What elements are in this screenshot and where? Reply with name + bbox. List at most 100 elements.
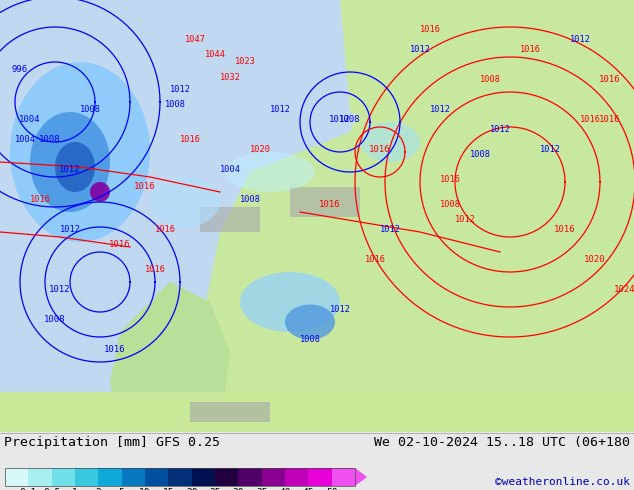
Text: 1016: 1016	[365, 255, 385, 264]
Text: 35: 35	[256, 488, 268, 490]
Bar	[5, 468, 29, 486]
Text: 1016: 1016	[109, 240, 131, 249]
Text: 1016: 1016	[145, 265, 165, 274]
Text: 1012: 1012	[329, 115, 351, 124]
Bar	[332, 468, 355, 486]
Polygon shape	[340, 0, 420, 132]
Text: 1004: 1004	[15, 135, 36, 144]
Text: 1008: 1008	[164, 100, 186, 109]
Bar	[191, 468, 215, 486]
Bar	[169, 468, 191, 486]
Ellipse shape	[360, 122, 420, 162]
Text: 5: 5	[119, 488, 124, 490]
Ellipse shape	[285, 304, 335, 340]
Text: 1016: 1016	[554, 225, 576, 234]
Text: 15: 15	[162, 488, 174, 490]
Bar	[29, 468, 51, 486]
Bar	[145, 468, 169, 486]
Bar	[51, 468, 75, 486]
Ellipse shape	[225, 152, 315, 192]
Bar	[262, 468, 285, 486]
Text: 1012: 1012	[540, 145, 560, 154]
Text: 1: 1	[72, 488, 78, 490]
Text: 1012: 1012	[269, 105, 290, 114]
Bar	[308, 468, 332, 486]
Text: 1016: 1016	[599, 75, 621, 84]
Bar	[122, 468, 145, 486]
Text: 1016: 1016	[320, 200, 340, 209]
Text: 1016: 1016	[30, 195, 51, 204]
Text: 1012: 1012	[489, 125, 510, 134]
Bar	[238, 468, 262, 486]
Text: 1023: 1023	[235, 57, 256, 66]
Text: 1016: 1016	[369, 145, 391, 154]
Text: 1008: 1008	[44, 315, 66, 324]
Text: 1008: 1008	[39, 135, 61, 144]
Text: 1012: 1012	[380, 225, 401, 234]
Text: 1008: 1008	[479, 75, 500, 84]
Text: 1020: 1020	[250, 145, 271, 154]
Polygon shape	[110, 282, 230, 432]
Text: 1016: 1016	[420, 25, 441, 34]
Text: 1024: 1024	[614, 285, 634, 294]
Text: 50: 50	[326, 488, 337, 490]
Text: 25: 25	[209, 488, 221, 490]
Text: 1008: 1008	[470, 150, 491, 159]
Text: 40: 40	[279, 488, 291, 490]
Text: 1047: 1047	[184, 35, 205, 44]
Text: 1016: 1016	[104, 345, 126, 354]
Text: 1008: 1008	[240, 195, 261, 204]
Text: 1004: 1004	[19, 115, 41, 124]
Text: 1012: 1012	[455, 215, 476, 224]
Bar	[190, 402, 270, 422]
Ellipse shape	[10, 62, 150, 242]
Text: 1012: 1012	[169, 85, 190, 94]
Bar	[215, 468, 238, 486]
Bar	[98, 468, 122, 486]
Text: 1012: 1012	[59, 165, 81, 174]
Text: 1008: 1008	[79, 105, 101, 114]
Ellipse shape	[90, 182, 110, 202]
Text: 1020: 1020	[585, 255, 605, 264]
Text: ©weatheronline.co.uk: ©weatheronline.co.uk	[495, 477, 630, 487]
Text: 0.5: 0.5	[43, 488, 60, 490]
Text: 1012: 1012	[330, 305, 351, 314]
Text: 20: 20	[186, 488, 197, 490]
Bar	[290, 187, 360, 217]
Text: 1032: 1032	[219, 73, 240, 82]
Text: 1016: 1016	[155, 225, 176, 234]
Ellipse shape	[30, 112, 110, 212]
Bar	[0, 392, 634, 432]
Ellipse shape	[240, 272, 340, 332]
Text: 1012: 1012	[49, 285, 71, 294]
Text: 1008: 1008	[339, 115, 361, 124]
Polygon shape	[180, 0, 634, 432]
Text: 1016: 1016	[439, 175, 460, 184]
Ellipse shape	[150, 177, 220, 227]
Text: 1016: 1016	[579, 115, 600, 124]
Bar	[200, 207, 260, 232]
Text: 30: 30	[233, 488, 244, 490]
Text: 1008: 1008	[299, 335, 321, 344]
Polygon shape	[355, 468, 367, 486]
Text: 996: 996	[12, 65, 28, 74]
Bar	[75, 468, 98, 486]
Text: 1012: 1012	[60, 225, 81, 234]
Text: We 02-10-2024 15..18 UTC (06+180: We 02-10-2024 15..18 UTC (06+180	[374, 436, 630, 449]
Bar	[5, 468, 355, 486]
Text: 0.1: 0.1	[20, 488, 37, 490]
Text: 1044: 1044	[205, 50, 226, 59]
Text: Precipitation [mm] GFS 0.25: Precipitation [mm] GFS 0.25	[4, 436, 220, 449]
Text: 1012: 1012	[569, 35, 590, 44]
Bar	[285, 468, 308, 486]
Text: 45: 45	[302, 488, 314, 490]
Text: 1012: 1012	[429, 105, 451, 114]
Text: 1004: 1004	[219, 165, 240, 174]
Text: 1008: 1008	[439, 200, 460, 209]
Text: 1016: 1016	[519, 45, 541, 54]
Text: 1016: 1016	[179, 135, 200, 144]
Text: 2: 2	[96, 488, 101, 490]
Text: 1012: 1012	[410, 45, 430, 54]
Text: 10: 10	[139, 488, 151, 490]
Ellipse shape	[55, 142, 95, 192]
